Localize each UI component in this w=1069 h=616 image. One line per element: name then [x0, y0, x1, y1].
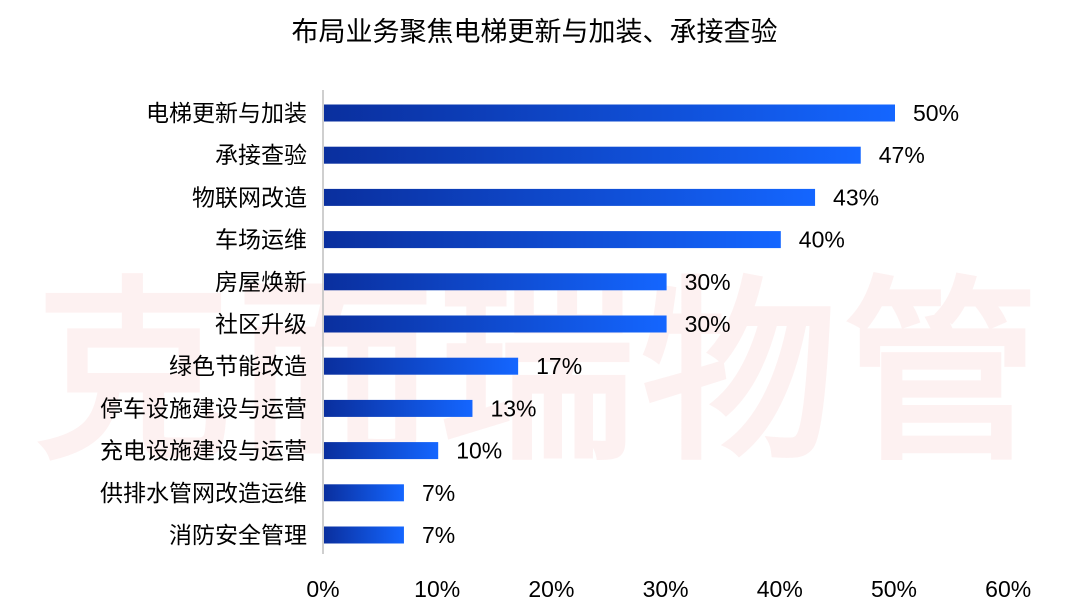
x-tick-label: 20% [528, 576, 574, 602]
x-tick-label: 60% [985, 576, 1031, 602]
category-label: 房屋焕新 [215, 270, 307, 296]
category-label: 供排水管网改造运维 [100, 481, 307, 507]
bar [324, 526, 404, 544]
bar [324, 231, 781, 249]
value-label: 10% [456, 438, 502, 464]
x-tick-label: 10% [414, 576, 460, 602]
bar [324, 104, 895, 122]
value-label: 17% [536, 353, 582, 379]
bar [324, 315, 667, 333]
category-label: 承接查验 [215, 143, 307, 169]
x-ticks-layer: 0% 10% 20% 30% 40% 50% 60% [306, 576, 1031, 602]
x-tick-label: 50% [871, 576, 917, 602]
value-label: 7% [422, 522, 455, 548]
category-label: 电梯更新与加装 [146, 101, 307, 127]
category-label: 停车设施建设与运营 [100, 396, 307, 422]
value-label: 40% [799, 227, 845, 253]
bars-layer: 电梯更新与加装 50% 承接查验 47% 物联网改造 43% 车场运维 40% 房屋焕新 30% 社… [100, 100, 959, 549]
bar [324, 484, 404, 502]
category-label: 消防安全管理 [169, 523, 307, 549]
value-label: 7% [422, 480, 455, 506]
bar [324, 399, 473, 417]
value-label: 13% [490, 395, 536, 421]
value-label: 30% [685, 311, 731, 337]
value-label: 47% [879, 142, 925, 168]
x-tick-label: 30% [643, 576, 689, 602]
bar [324, 146, 861, 164]
value-label: 50% [913, 100, 959, 126]
category-label: 社区升级 [215, 312, 307, 338]
category-label: 车场运维 [215, 228, 307, 254]
bar [324, 357, 519, 375]
chart-title: 布局业务聚焦电梯更新与加装、承接查验 [291, 17, 778, 48]
category-label: 物联网改造 [192, 185, 307, 211]
value-label: 30% [685, 269, 731, 295]
bar [324, 188, 816, 206]
x-tick-label: 0% [306, 576, 339, 602]
value-label: 43% [833, 184, 879, 210]
x-tick-label: 40% [757, 576, 803, 602]
category-label: 绿色节能改造 [169, 354, 307, 380]
category-label: 充电设施建设与运营 [100, 439, 307, 465]
bar [324, 273, 667, 291]
bar [324, 442, 439, 460]
